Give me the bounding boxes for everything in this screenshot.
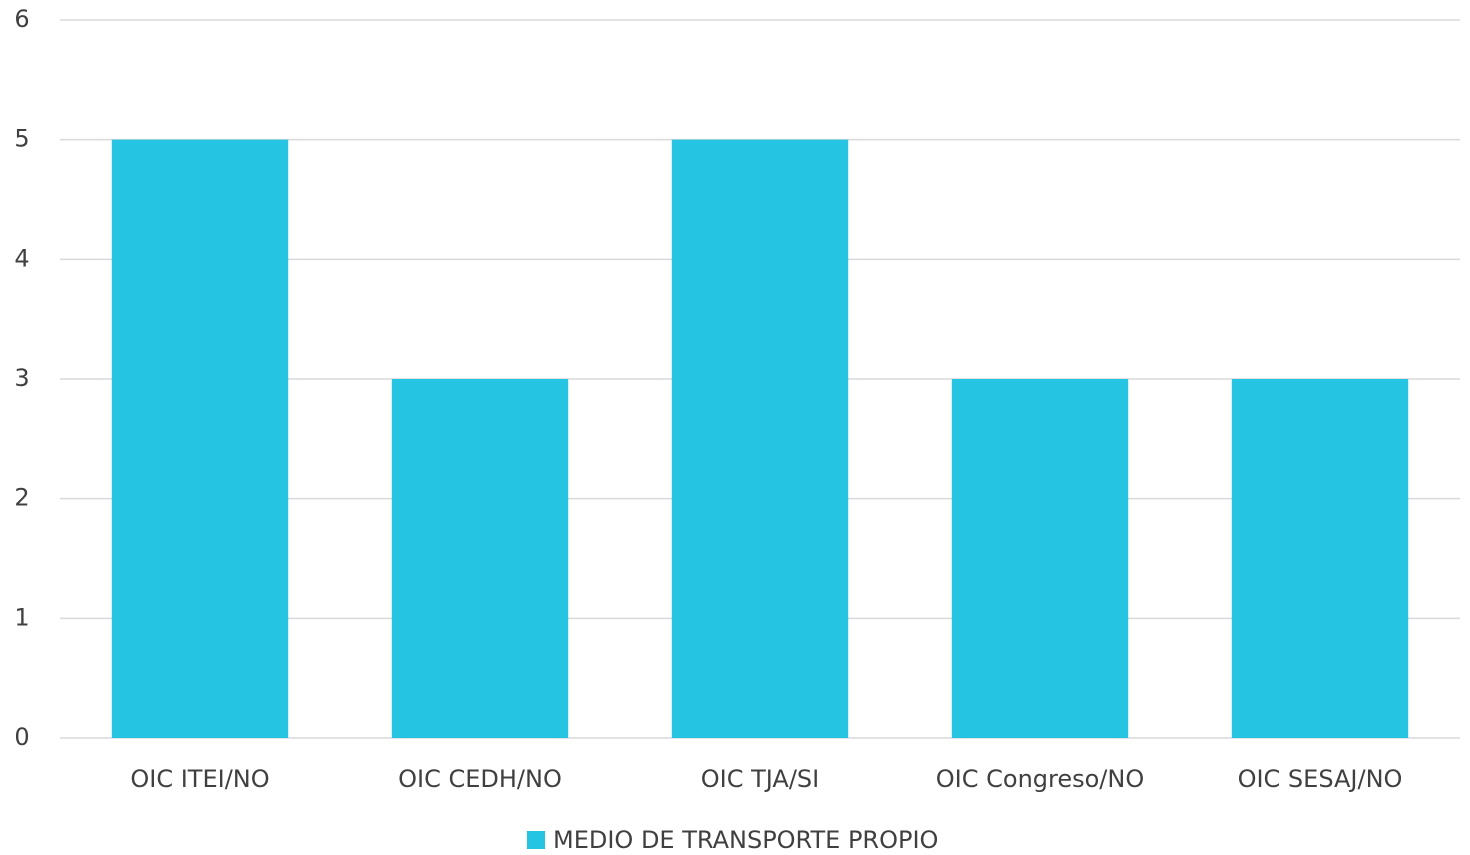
x-tick-label: OIC TJA/SI bbox=[701, 765, 820, 793]
y-tick-label: 2 bbox=[14, 484, 29, 512]
legend-label: MEDIO DE TRANSPORTE PROPIO bbox=[553, 826, 938, 854]
y-tick-label: 6 bbox=[14, 5, 29, 33]
bar bbox=[951, 379, 1129, 738]
x-tick-label: OIC ITEI/NO bbox=[130, 765, 269, 793]
y-tick-label: 3 bbox=[14, 364, 29, 392]
bar bbox=[111, 139, 289, 738]
x-tick-label: OIC Congreso/NO bbox=[936, 765, 1144, 793]
y-tick-label: 0 bbox=[14, 723, 29, 751]
legend-swatch bbox=[527, 831, 545, 849]
y-tick-label: 5 bbox=[14, 125, 29, 153]
bar bbox=[671, 139, 849, 738]
bar bbox=[391, 379, 569, 738]
y-tick-label: 4 bbox=[14, 244, 29, 272]
y-tick-label: 1 bbox=[14, 603, 29, 631]
bar bbox=[1231, 379, 1409, 738]
x-tick-label: OIC CEDH/NO bbox=[398, 765, 562, 793]
x-tick-label: OIC SESAJ/NO bbox=[1238, 765, 1403, 793]
